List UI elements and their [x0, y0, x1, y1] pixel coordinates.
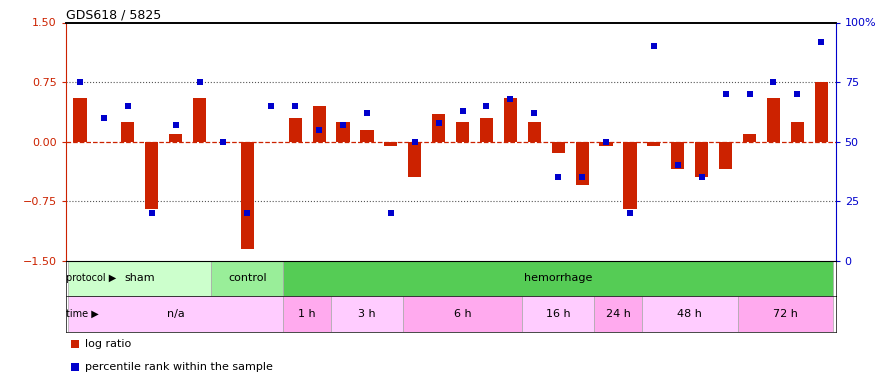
- Bar: [193, 98, 206, 142]
- Bar: [522, 296, 594, 332]
- Text: GDS618 / 5825: GDS618 / 5825: [66, 8, 161, 21]
- Bar: [122, 122, 135, 142]
- Text: 24 h: 24 h: [606, 309, 631, 319]
- Text: sham: sham: [124, 273, 155, 284]
- Text: 6 h: 6 h: [454, 309, 472, 319]
- Bar: [743, 134, 756, 142]
- Bar: [719, 142, 732, 170]
- Text: time ▶: time ▶: [66, 309, 99, 319]
- Bar: [480, 118, 494, 142]
- Text: 48 h: 48 h: [677, 309, 703, 319]
- Bar: [360, 130, 374, 142]
- Bar: [145, 142, 158, 209]
- Bar: [408, 142, 422, 177]
- Bar: [456, 122, 469, 142]
- Bar: [623, 142, 636, 209]
- Text: n/a: n/a: [167, 309, 185, 319]
- Bar: [576, 142, 589, 185]
- Text: 1 h: 1 h: [298, 309, 316, 319]
- Bar: [695, 142, 708, 177]
- Bar: [551, 142, 564, 153]
- Bar: [284, 261, 833, 296]
- Bar: [331, 296, 402, 332]
- Text: 72 h: 72 h: [773, 309, 798, 319]
- Bar: [312, 106, 326, 142]
- Bar: [791, 122, 804, 142]
- Bar: [642, 296, 738, 332]
- Bar: [504, 98, 517, 142]
- Bar: [68, 261, 212, 296]
- Bar: [289, 118, 302, 142]
- Bar: [599, 142, 612, 146]
- Bar: [671, 142, 684, 170]
- Text: hemorrhage: hemorrhage: [524, 273, 592, 284]
- Text: control: control: [228, 273, 267, 284]
- Text: 3 h: 3 h: [358, 309, 375, 319]
- Text: protocol ▶: protocol ▶: [66, 273, 116, 284]
- Text: log ratio: log ratio: [85, 339, 131, 349]
- Bar: [766, 98, 780, 142]
- Bar: [68, 296, 284, 332]
- Bar: [402, 296, 522, 332]
- Bar: [169, 134, 182, 142]
- Bar: [337, 122, 350, 142]
- Bar: [594, 296, 642, 332]
- Text: percentile rank within the sample: percentile rank within the sample: [85, 362, 273, 372]
- Bar: [648, 142, 661, 146]
- Bar: [384, 142, 397, 146]
- Bar: [212, 261, 284, 296]
- Bar: [815, 82, 828, 142]
- Bar: [241, 142, 254, 249]
- Bar: [432, 114, 445, 142]
- Bar: [284, 296, 331, 332]
- Bar: [528, 122, 541, 142]
- Bar: [74, 98, 87, 142]
- Bar: [738, 296, 833, 332]
- Text: 16 h: 16 h: [546, 309, 570, 319]
